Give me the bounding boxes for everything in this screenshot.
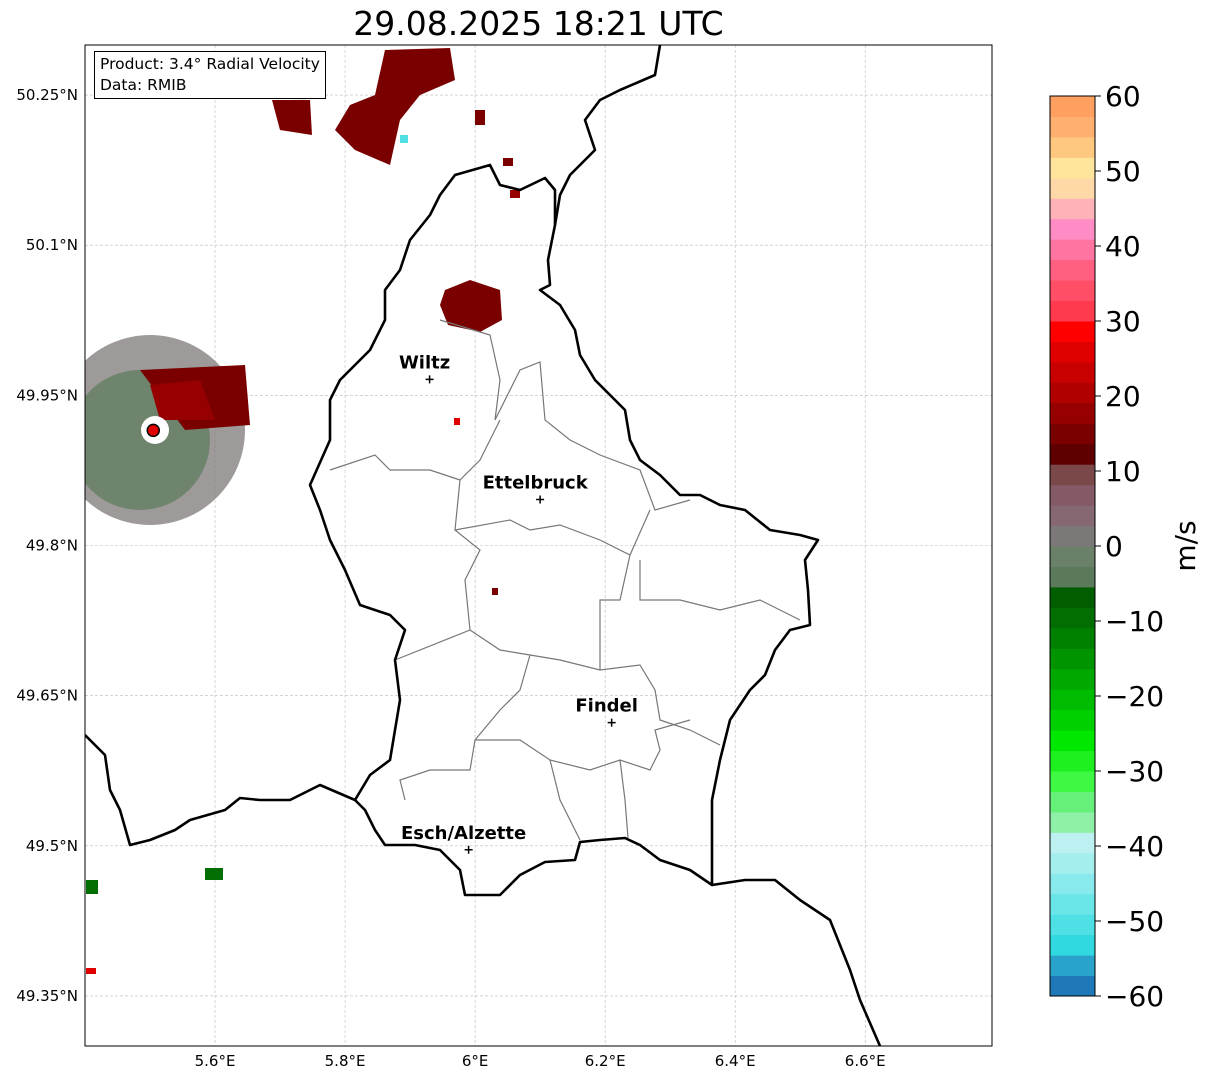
lon-tick-label: 6°E xyxy=(462,1052,489,1070)
city-plus-icon xyxy=(464,845,473,854)
colorbar-tick-label: −50 xyxy=(1105,905,1164,938)
city-label: Esch/Alzette xyxy=(401,823,526,844)
country-borders xyxy=(85,45,882,1046)
colorbar-segment xyxy=(1050,198,1095,220)
canton-boundaries xyxy=(329,319,801,841)
colorbar-tick-label: −10 xyxy=(1105,605,1164,638)
colorbar-segment xyxy=(1050,484,1095,506)
colorbar-segment xyxy=(1050,791,1095,813)
colorbar: 60 50 40 30 20 10 0 −10 −20 −30 −40 −50 −60 xyxy=(1049,80,1164,1013)
lon-tick-label: 6.4°E xyxy=(715,1052,756,1070)
colorbar-segment xyxy=(1050,239,1095,261)
colorbar-segment xyxy=(1050,96,1095,117)
colorbar-segment xyxy=(1050,668,1095,690)
gridlines xyxy=(85,45,992,1046)
lat-tick-label: 49.35°N xyxy=(16,987,78,1005)
lat-tick-label: 50.1°N xyxy=(26,236,78,254)
lat-tick-label: 49.5°N xyxy=(26,837,78,855)
borders xyxy=(85,45,882,1046)
colorbar-segment xyxy=(1050,709,1095,731)
colorbar-segment xyxy=(1050,893,1095,915)
city-plus-icon xyxy=(536,495,545,504)
colorbar-segment xyxy=(1050,648,1095,670)
colorbar-segment xyxy=(1050,750,1095,772)
colorbar-segment xyxy=(1050,157,1095,179)
colorbar-segment xyxy=(1050,607,1095,629)
colorbar-segment xyxy=(1050,321,1095,342)
city-plus-icon xyxy=(425,375,434,384)
lon-tick-label: 6.6°E xyxy=(845,1052,886,1070)
colorbar-segment xyxy=(1050,218,1095,240)
colorbar-segment xyxy=(1050,586,1095,608)
lon-tick-label: 5.8°E xyxy=(325,1052,366,1070)
colorbar-segment xyxy=(1050,259,1095,281)
colorbar-segment xyxy=(1050,811,1095,833)
lat-tick-label: 49.95°N xyxy=(16,386,78,404)
colorbar-segment xyxy=(1050,341,1095,363)
data-source-label: Data: RMIB xyxy=(100,76,187,94)
colorbar-segment xyxy=(1050,566,1095,588)
colorbar-tick-label: −30 xyxy=(1105,755,1164,788)
lat-tick-label: 49.65°N xyxy=(16,687,78,705)
radar-site-marker xyxy=(146,423,161,438)
city-marker: Esch/Alzette xyxy=(401,823,526,854)
colorbar-segment xyxy=(1050,525,1095,547)
colorbar-segment xyxy=(1050,361,1095,383)
colorbar-segment xyxy=(1050,382,1095,404)
colorbar-tick-label: 50 xyxy=(1105,155,1141,188)
colorbar-tick-label: −40 xyxy=(1105,830,1164,863)
city-label: Wiltz xyxy=(399,352,450,373)
colorbar-tick-label: 10 xyxy=(1105,455,1141,488)
colorbar-tick-label: 40 xyxy=(1105,230,1141,263)
colorbar-segment xyxy=(1050,955,1095,977)
colorbar-segment xyxy=(1050,546,1095,567)
map-frame xyxy=(84,44,993,1047)
colorbar-segment xyxy=(1050,423,1095,445)
colorbar-segment xyxy=(1050,177,1095,199)
colorbar-segment xyxy=(1050,934,1095,956)
colorbar-segment xyxy=(1050,832,1095,854)
colorbar-segment xyxy=(1050,300,1095,322)
city-marker: Wiltz xyxy=(399,352,450,384)
colorbar-segment xyxy=(1050,464,1095,486)
colorbar-segment xyxy=(1050,116,1095,138)
city-marker: Findel xyxy=(575,696,638,727)
city-plus-icon xyxy=(607,718,616,727)
product-label: Product: 3.4° Radial Velocity xyxy=(100,55,320,73)
colorbar-segment xyxy=(1050,873,1095,895)
colorbar-segment xyxy=(1050,627,1095,649)
colorbar-tick-label: 30 xyxy=(1105,305,1141,338)
lat-tick-label: 50.25°N xyxy=(16,86,78,104)
colorbar-tick-label: 20 xyxy=(1105,380,1141,413)
colorbar-tick-label: 0 xyxy=(1105,530,1123,563)
colorbar-tick-label: −60 xyxy=(1105,980,1164,1013)
colorbar-segment xyxy=(1050,730,1095,752)
colorbar-tick-label: −20 xyxy=(1105,680,1164,713)
city-label: Findel xyxy=(575,696,638,717)
luxembourg-border xyxy=(308,163,820,897)
colorbar-segment xyxy=(1050,914,1095,936)
city-marker: Ettelbruck xyxy=(483,472,589,504)
radar-echoes xyxy=(85,48,520,974)
colorbar-segment xyxy=(1050,136,1095,158)
lat-tick-label: 49.8°N xyxy=(26,537,78,555)
colorbar-segment xyxy=(1050,280,1095,302)
colorbar-segment xyxy=(1050,975,1095,997)
colorbar-segment xyxy=(1050,771,1095,792)
colorbar-segment xyxy=(1050,402,1095,424)
map-title: 29.08.2025 18:21 UTC xyxy=(353,4,724,43)
colorbar-label: m/s xyxy=(1169,520,1202,571)
info-box: Product: 3.4° Radial Velocity Data: RMIB xyxy=(94,51,326,99)
colorbar-segment xyxy=(1050,443,1095,465)
colorbar-segment xyxy=(1050,852,1095,874)
lon-tick-label: 6.2°E xyxy=(585,1052,626,1070)
lon-tick-label: 5.6°E xyxy=(195,1052,236,1070)
colorbar-segment xyxy=(1050,689,1095,711)
colorbar-tick-label: 60 xyxy=(1105,80,1141,113)
city-label: Ettelbruck xyxy=(483,472,589,493)
colorbar-segment xyxy=(1050,505,1095,527)
